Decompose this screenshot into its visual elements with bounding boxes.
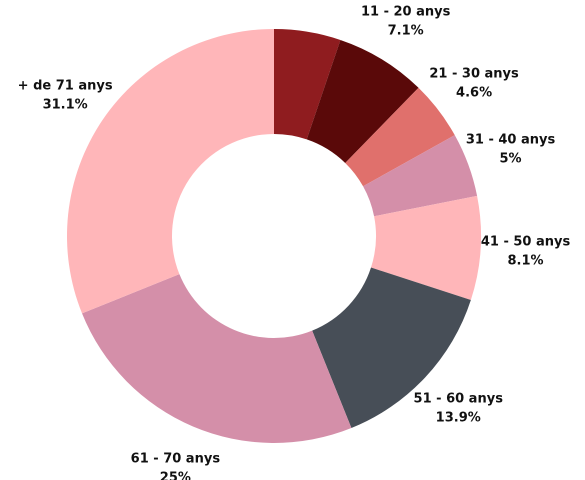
slice [371,195,481,300]
slice-label: 31 - 40 anys [466,133,556,148]
slice [274,29,341,140]
slice-value-label: 8.1% [508,254,544,269]
slice [67,29,275,314]
slice [306,39,419,163]
slice-value-label: 31.1% [43,98,88,113]
slice-value-label: 25% [160,470,191,480]
slice-label: 21 - 30 anys [429,66,519,81]
slice [363,135,478,217]
slice-label: 11 - 20 anys [361,5,451,20]
slice [345,87,455,187]
slice-value-label: 5% [500,152,522,167]
slice [82,274,352,443]
slice-value-label: 13.9% [436,410,481,425]
slice-label: 51 - 60 anys [414,391,504,406]
slice-value-label: 4.6% [456,85,492,100]
slice [312,267,471,428]
slice-label: 41 - 50 anys [481,235,571,250]
slice-label: 61 - 70 anys [131,451,221,466]
slice-value-label: 7.1% [388,24,424,39]
slice-label: + de 71 anys [18,79,113,94]
